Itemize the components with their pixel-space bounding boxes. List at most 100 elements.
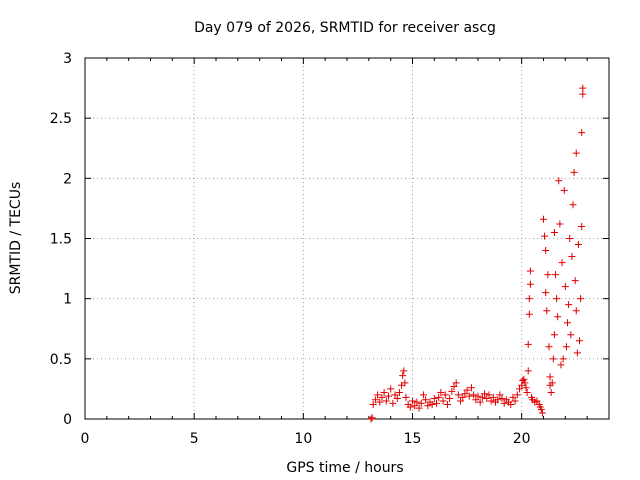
data-point (507, 401, 515, 409)
data-point (439, 397, 447, 405)
data-point (550, 228, 558, 236)
data-point (521, 379, 529, 387)
y-tick-label: 3 (63, 51, 72, 67)
data-point (402, 393, 410, 401)
data-point (578, 222, 586, 230)
data-point (523, 389, 531, 397)
data-point (566, 235, 574, 242)
data-point (395, 389, 403, 397)
data-point (380, 389, 388, 397)
y-tick-label: 1.5 (50, 232, 72, 248)
data-point (500, 399, 508, 407)
data-point (368, 414, 376, 422)
data-point (572, 307, 580, 315)
data-point (376, 398, 384, 406)
x-tick-label: 20 (513, 431, 531, 447)
data-point (562, 343, 570, 351)
data-point (557, 361, 565, 369)
data-point (556, 220, 564, 228)
data-point (489, 393, 497, 401)
data-point (485, 391, 493, 399)
data-point (417, 399, 425, 407)
data-point (409, 397, 416, 405)
data-point (576, 337, 584, 345)
data-point (400, 367, 408, 375)
data-point (391, 391, 399, 399)
data-point (579, 90, 587, 98)
data-point (567, 331, 575, 339)
data-point (472, 396, 480, 404)
x-tick-label: 0 (81, 431, 90, 447)
data-point (496, 391, 504, 399)
data-point (476, 398, 484, 406)
data-point (478, 393, 486, 401)
data-point (577, 295, 585, 303)
data-point (546, 373, 554, 381)
data-point (524, 367, 532, 375)
data-point (526, 267, 534, 275)
data-point (494, 396, 502, 404)
data-point (560, 186, 568, 194)
data-point (389, 399, 397, 407)
data-point (424, 402, 432, 410)
y-tick-label: 1 (63, 292, 72, 308)
data-point (498, 395, 506, 403)
data-point (367, 415, 375, 423)
data-point (382, 397, 390, 405)
data-point (568, 253, 576, 261)
data-point (565, 301, 573, 309)
data-point (553, 295, 561, 303)
data-point (511, 397, 519, 405)
data-point (564, 319, 572, 327)
data-point (450, 383, 458, 391)
y-axis-label: SRMTID / TECUs (8, 182, 24, 295)
data-point (422, 396, 430, 404)
data-point (430, 395, 438, 403)
data-point (537, 405, 545, 413)
data-point (374, 391, 382, 399)
data-point (544, 271, 552, 279)
data-point (406, 403, 414, 411)
data-point (525, 310, 533, 318)
chart-title: Day 079 of 2026, SRMTID for receiver asc… (194, 20, 496, 36)
data-point (569, 201, 577, 209)
data-point (509, 393, 517, 401)
data-point (399, 372, 407, 380)
data-point (463, 386, 471, 394)
y-tick-label: 2.5 (50, 111, 72, 127)
data-point (574, 241, 582, 249)
data-point (454, 391, 462, 399)
data-point (522, 384, 530, 392)
data-point (572, 149, 580, 157)
x-tick-label: 5 (190, 431, 199, 447)
data-point (483, 395, 491, 403)
data-point (474, 392, 482, 400)
data-point (459, 393, 467, 401)
data-point (467, 384, 475, 392)
tick-layer (84, 57, 609, 420)
data-point (540, 215, 547, 223)
data-point (461, 390, 469, 398)
data-point (384, 392, 392, 400)
data-point (578, 129, 586, 137)
data-point (559, 355, 567, 363)
data-point-layer (367, 84, 587, 423)
data-point (550, 331, 558, 339)
data-point (401, 379, 409, 387)
data-point (441, 391, 449, 399)
data-point (554, 313, 562, 321)
data-point (513, 391, 521, 399)
data-point (448, 387, 456, 395)
data-point (393, 395, 401, 403)
data-point (371, 396, 379, 404)
y-tick-label: 0 (63, 412, 72, 428)
data-point (415, 404, 423, 412)
data-point (433, 399, 441, 407)
data-point (552, 271, 560, 279)
data-point (558, 259, 566, 267)
data-point (533, 397, 541, 405)
data-point (470, 391, 478, 399)
data-point (411, 402, 419, 410)
plot-frame (84, 57, 610, 420)
